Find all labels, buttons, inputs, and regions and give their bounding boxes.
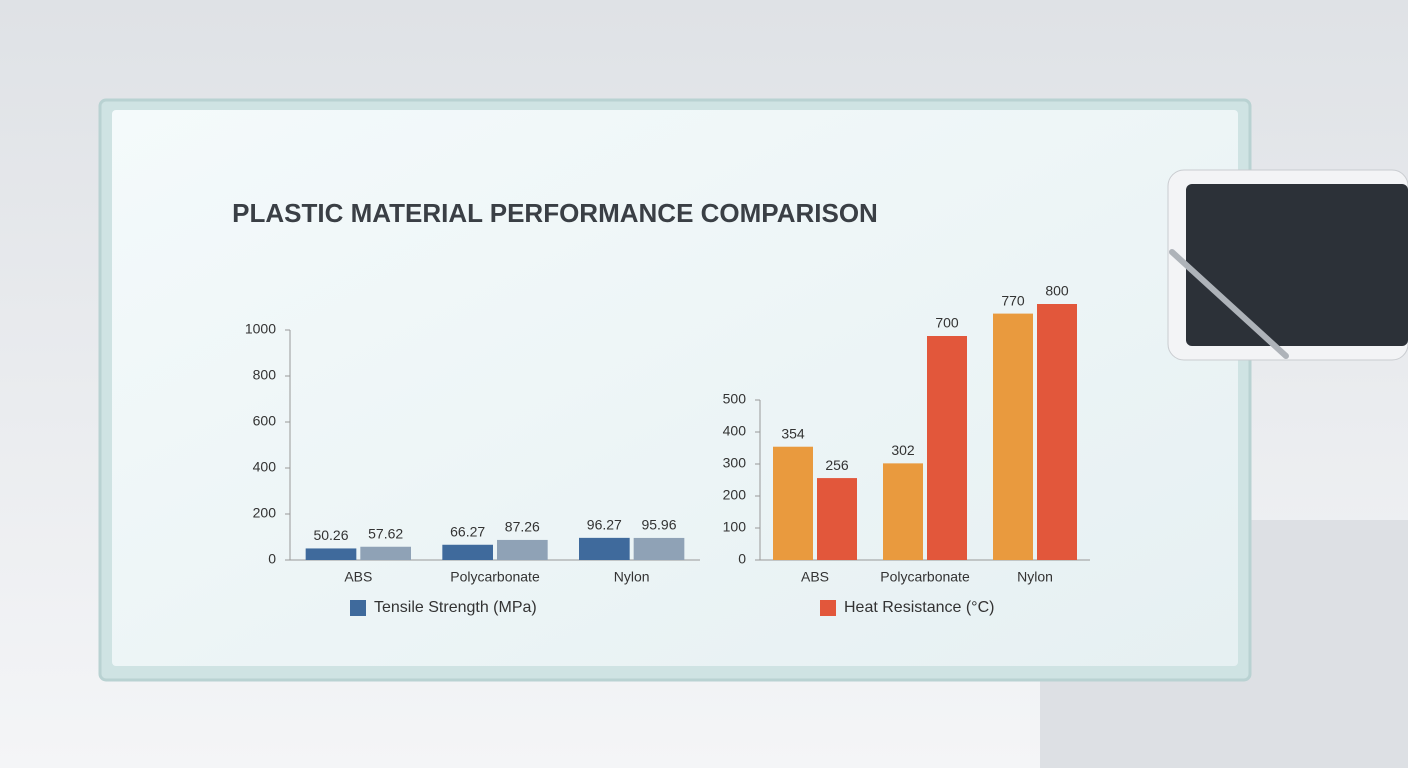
bar [993,313,1033,560]
y-tick-label: 200 [253,505,277,521]
legend-swatch [820,600,836,616]
data-label: 50.26 [313,527,348,543]
data-label: 87.26 [505,519,540,535]
y-tick-label: 600 [253,413,277,429]
x-tick-label: Nylon [1017,569,1053,585]
x-tick-label: ABS [801,569,829,585]
data-label: 95.96 [641,517,676,533]
y-tick-label: 0 [738,551,746,567]
pen [1169,249,1289,359]
y-tick-label: 200 [723,487,747,503]
x-tick-label: Polycarbonate [880,569,970,585]
panel-title: PLASTIC MATERIAL PERFORMANCE COMPARISON [232,198,878,228]
y-tick-label: 300 [723,455,747,471]
data-label: 96.27 [587,517,622,533]
bar [497,539,548,560]
data-label: 66.27 [450,523,485,539]
y-tick-label: 1000 [245,321,276,337]
y-tick-label: 0 [268,551,276,567]
bar [927,336,967,560]
bar [442,544,493,560]
bar [360,546,411,560]
y-tick-label: 100 [723,519,747,535]
y-tick-label: 400 [723,423,747,439]
bar [883,463,923,560]
bar [633,537,685,560]
legend-label: Heat Resistance (°C) [844,599,994,616]
legend-label: Tensile Strength (MPa) [374,599,537,616]
legend-swatch [350,600,366,616]
data-label: 700 [935,315,959,331]
data-label: 302 [891,442,915,458]
bar [579,537,630,560]
data-label: 256 [825,457,849,473]
bar [817,478,857,560]
bar [773,446,813,560]
bar [1037,304,1077,560]
x-tick-label: ABS [344,569,372,585]
data-label: 770 [1001,292,1025,308]
x-tick-label: Nylon [614,569,650,585]
tablet-screen [1186,184,1408,346]
y-tick-label: 500 [723,391,747,407]
y-tick-label: 800 [253,367,277,383]
data-label: 354 [781,425,805,441]
data-label: 57.62 [368,525,403,541]
x-tick-label: Polycarbonate [450,569,540,585]
data-label: 800 [1045,283,1069,299]
bar [305,548,357,560]
y-tick-label: 400 [253,459,277,475]
